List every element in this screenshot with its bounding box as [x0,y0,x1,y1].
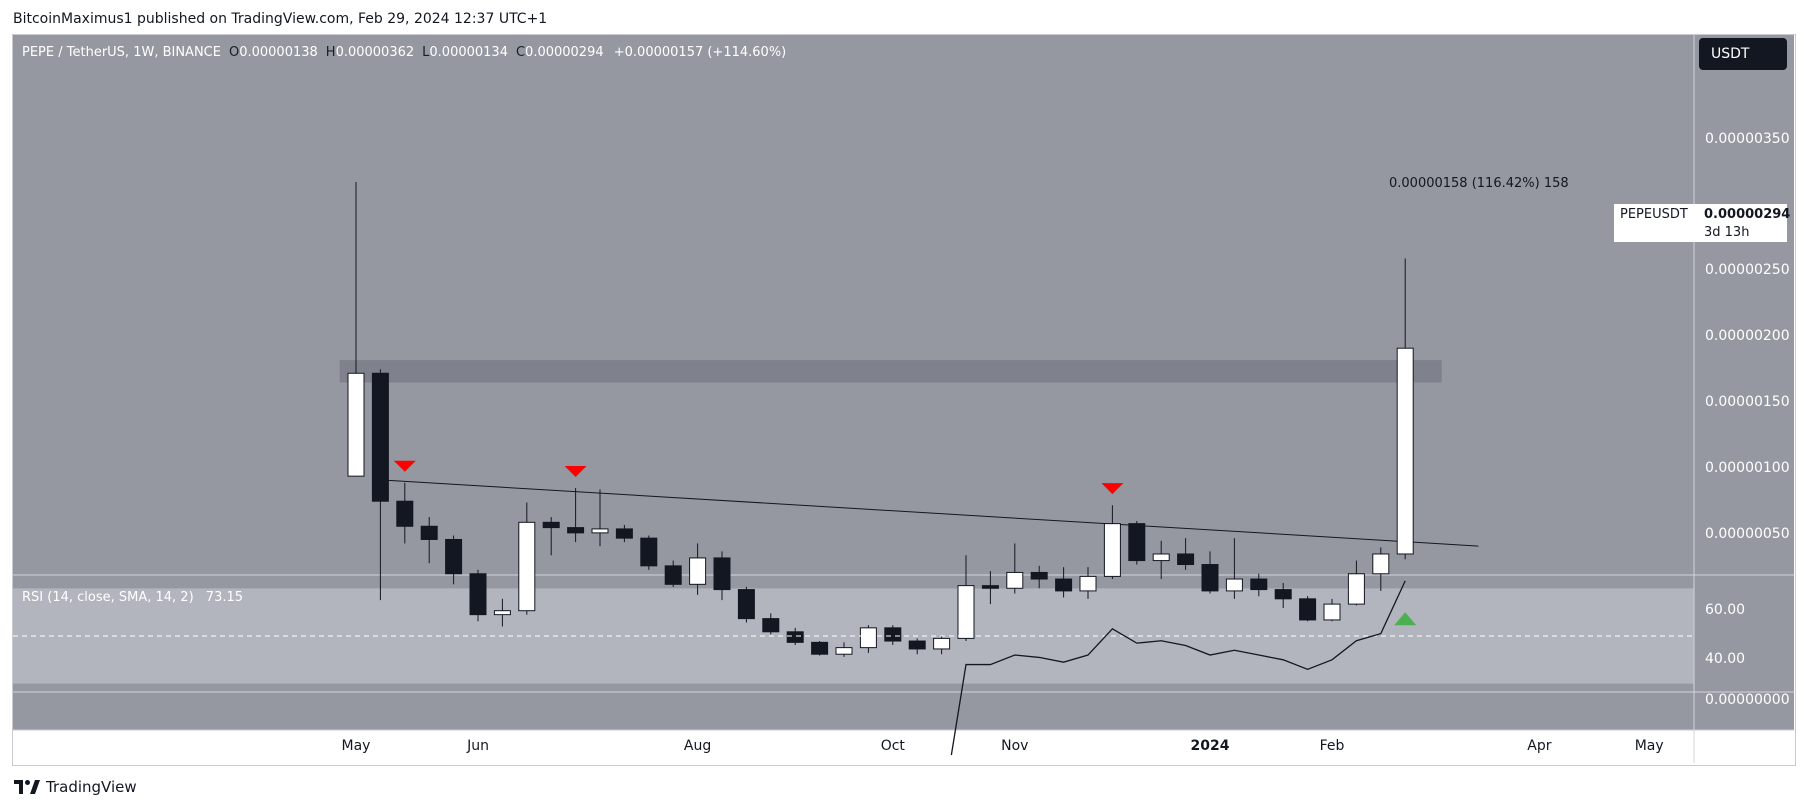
candle-body [1299,598,1317,621]
candle-body [981,585,999,589]
bearish-rejection-marker [1101,483,1124,495]
symbol-legend: PEPE / TetherUS, 1W, BINANCE O0.00000138 H… [22,45,786,60]
candle-body [762,618,780,633]
candle-body [567,527,585,534]
candle-body [542,521,560,529]
x-tick-label: 2024 [1190,738,1230,754]
y-tick-label: 0.00000100 [1705,460,1790,476]
candle-body [1128,523,1146,562]
legend-c-label: C [515,45,526,60]
rsi-legend: RSI (14, close, SMA, 14, 2) 73.15 [22,590,243,605]
candle-body [1225,578,1243,592]
legend-l-value: 0.00000134 [429,45,508,60]
candle-body [1274,589,1292,600]
bullish-breakout-marker [1394,612,1417,626]
candle-body [933,637,951,650]
candle-body [1177,553,1195,566]
candle-body [811,641,829,655]
price-tag-symbol: PEPEUSDT [1620,207,1688,222]
legend-symbol: PEPE / TetherUS, 1W, BINANCE [22,45,221,60]
legend-h-label: H [325,45,336,60]
resistance-zone [339,360,1442,383]
x-tick-label: Oct [880,738,905,754]
candle-body [737,589,755,620]
legend-l-label: L [422,45,430,60]
x-tick-label: Apr [1527,738,1552,754]
legend-h-value: 0.00000362 [335,45,415,60]
legend-c-value: 0.00000294 [525,45,604,60]
lower-pane-bg [13,692,1694,730]
footer-brand[interactable]: TradingView [14,778,137,796]
rsi-tick-label: 60.00 [1705,602,1746,618]
measure-label: 0.00000158 (116.42%) 158 [1389,176,1569,191]
lower-pane-label: 0.00000000 [1705,692,1790,708]
candle-body [859,627,877,649]
candle-body [1323,603,1341,621]
candle-body [1055,578,1073,592]
price-pane-bg [13,35,1694,575]
currency-button[interactable]: USDT [1699,38,1787,70]
candle-body [1006,571,1024,589]
descending-trendline [384,479,1479,547]
x-tick-label: May [1634,738,1664,754]
candle-body [664,565,682,585]
candle-body [469,573,487,616]
candle-body [1250,578,1268,591]
price-tag: PEPEUSDT 0.00000294 3d 13h [1614,204,1791,242]
y-tick-label: 0.00000200 [1705,328,1790,344]
candle-body [518,521,536,612]
y-tick-label: 0.00000350 [1705,131,1790,147]
rsi-label: RSI (14, close, SMA, 14, 2) [22,590,194,605]
x-tick-label: Feb [1319,738,1345,754]
legend-change: +0.00000157 (+114.60%) [613,45,787,60]
candle-body [957,585,975,639]
candle-body [1372,553,1390,575]
legend-o-label: O [228,45,240,60]
y-tick-label: 0.00000050 [1705,526,1790,542]
candle-body [835,647,853,655]
rsi-value: 73.15 [205,590,244,605]
candle-body [689,557,707,585]
rsi-tick-label: 40.00 [1705,651,1746,667]
candle-body [371,372,389,502]
footer-brand-name: TradingView [46,778,137,796]
y-tick-label: 0.00000150 [1705,394,1790,410]
candle-body [396,500,414,527]
candle-body [347,372,365,477]
candle-body [908,640,926,650]
candle-body [1347,573,1365,605]
candle-body [615,528,633,539]
price-tag-countdown: 3d 13h [1704,225,1750,240]
bearish-rejection-marker [393,460,416,472]
x-tick-label: Aug [683,738,712,754]
price-axis-bg [1694,35,1794,730]
bearish-rejection-marker [564,466,587,478]
candle-body [420,525,438,540]
candle-body [1030,571,1048,580]
candle-body [591,528,609,534]
candle-body [1103,523,1121,577]
legend-o-value: 0.00000138 [239,45,318,60]
candle-body [713,557,731,591]
publisher-header: BitcoinMaximus1 published on TradingView… [13,11,548,27]
candle-body [1201,564,1219,592]
candle-body [1396,347,1414,555]
x-tick-label: May [341,738,371,754]
price-tag-value: 0.00000294 [1704,207,1791,222]
tradingview-logo-icon [14,780,40,794]
candle-body [1079,575,1097,592]
x-tick-label: Jun [467,738,489,754]
rsi-line [950,580,1406,756]
candle-body [640,537,658,567]
y-tick-label: 0.00000250 [1705,262,1790,278]
candle-body [445,538,463,575]
candle-body [786,631,804,643]
candle-body [493,610,511,616]
candle-body [884,627,902,642]
x-tick-label: Nov [1001,738,1029,754]
candle-body [1152,553,1170,562]
